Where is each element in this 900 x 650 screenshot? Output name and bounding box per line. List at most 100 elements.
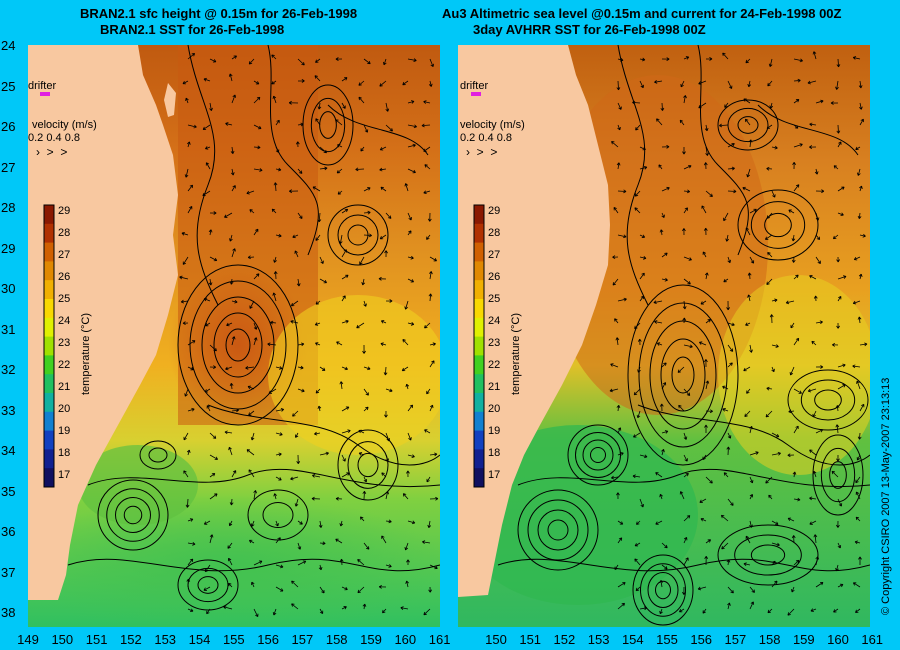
current-arrow xyxy=(722,385,729,390)
current-arrow xyxy=(637,338,642,346)
current-arrow xyxy=(341,406,350,412)
ssh-contour xyxy=(567,424,629,486)
current-arrow xyxy=(634,190,641,197)
current-arrow xyxy=(385,432,391,442)
colorbar-swatch xyxy=(474,242,484,262)
ssh-contour xyxy=(337,429,399,501)
current-arrow xyxy=(429,271,433,280)
current-arrow xyxy=(341,429,351,434)
current-arrow xyxy=(227,582,233,588)
current-arrow xyxy=(767,252,773,258)
current-arrow xyxy=(639,80,644,89)
current-arrow xyxy=(250,520,255,527)
current-arrow xyxy=(297,58,305,66)
lat-tick: 38 xyxy=(1,605,16,620)
current-arrow xyxy=(793,184,800,192)
current-arrow xyxy=(185,97,189,104)
current-arrow xyxy=(635,124,641,131)
current-arrow xyxy=(813,534,818,544)
current-arrow xyxy=(719,123,729,128)
lon-tick-left: 154 xyxy=(188,632,211,647)
ssh-contour xyxy=(638,302,728,448)
current-arrow xyxy=(682,586,686,595)
current-arrow xyxy=(231,94,237,104)
ssh-contour xyxy=(197,576,219,594)
current-arrow xyxy=(402,339,409,346)
current-arrow xyxy=(837,295,842,302)
current-arrow xyxy=(429,496,439,501)
current-arrow xyxy=(297,79,305,83)
current-arrow xyxy=(206,608,211,615)
lat-tick: 36 xyxy=(1,524,16,539)
left-colorbar-tick: 26 xyxy=(58,271,71,283)
current-arrow xyxy=(379,80,387,87)
current-arrow xyxy=(273,271,278,280)
current-arrow xyxy=(855,146,861,151)
right-map-panel[interactable] xyxy=(458,45,870,627)
colorbar-swatch xyxy=(44,430,54,450)
current-arrow xyxy=(230,146,235,154)
current-arrow xyxy=(793,78,801,83)
current-arrow xyxy=(859,233,866,238)
ssh-contour xyxy=(347,441,389,489)
lon-tick-left: 152 xyxy=(120,632,142,647)
current-arrow xyxy=(290,476,299,481)
current-arrow xyxy=(271,208,277,214)
current-arrow xyxy=(230,168,235,176)
colorbar-swatch xyxy=(474,468,484,488)
current-arrow xyxy=(858,80,863,89)
ssh-contour xyxy=(814,389,842,411)
current-arrow xyxy=(855,491,861,500)
ssh-contour xyxy=(537,509,579,551)
current-arrow xyxy=(426,476,431,483)
lon-tick-left: 161 xyxy=(428,632,451,647)
current-arrow xyxy=(765,476,773,484)
current-arrow xyxy=(424,164,431,170)
current-arrow xyxy=(835,405,840,412)
ssh-contour xyxy=(225,328,251,362)
current-arrow xyxy=(854,540,861,545)
current-arrow xyxy=(639,165,648,170)
left-land xyxy=(28,45,178,600)
current-arrow xyxy=(791,586,795,593)
current-arrow xyxy=(318,520,323,528)
current-arrow xyxy=(292,410,299,417)
current-arrow xyxy=(743,562,751,567)
current-arrow xyxy=(661,362,667,368)
current-arrow xyxy=(859,342,868,347)
colorbar-swatch xyxy=(474,223,484,244)
current-arrow xyxy=(407,230,412,236)
left-colorbar-tick: 21 xyxy=(58,381,71,393)
current-arrow xyxy=(852,56,861,60)
current-arrow xyxy=(679,119,685,126)
current-arrow xyxy=(764,234,773,240)
left-map-panel[interactable] xyxy=(28,45,440,627)
current-arrow xyxy=(617,520,624,525)
current-arrow xyxy=(381,535,387,544)
current-arrow xyxy=(747,294,751,302)
colorbar-swatch xyxy=(474,280,484,300)
current-arrow xyxy=(203,586,211,591)
current-arrow xyxy=(852,300,861,305)
current-arrow xyxy=(401,366,409,372)
current-arrow xyxy=(247,255,255,260)
current-arrow xyxy=(341,208,349,214)
current-arrow xyxy=(793,337,800,346)
ssh-contour xyxy=(582,439,614,471)
left-colorbar-tick: 28 xyxy=(58,227,71,239)
current-arrow xyxy=(295,141,300,148)
current-arrow xyxy=(382,58,387,66)
current-arrow xyxy=(727,432,732,439)
current-arrow xyxy=(617,57,624,62)
current-arrow xyxy=(788,409,795,414)
current-arrow xyxy=(807,80,817,85)
ssh-contour xyxy=(97,479,169,551)
current-arrow xyxy=(745,322,751,326)
right-velocity-arrows: › > > xyxy=(466,145,498,159)
current-arrow xyxy=(209,344,217,352)
current-arrow xyxy=(726,446,731,456)
colorbar-swatch xyxy=(474,411,484,432)
current-arrow xyxy=(273,182,278,192)
current-arrow xyxy=(209,493,218,500)
current-arrow xyxy=(209,256,218,262)
